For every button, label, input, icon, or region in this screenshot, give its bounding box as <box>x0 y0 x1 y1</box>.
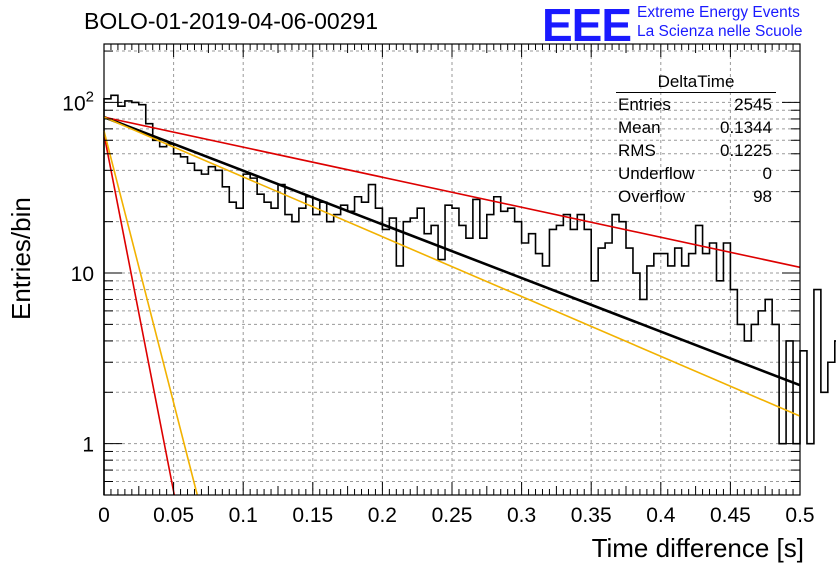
x-tick-label: 0.2 <box>368 504 397 527</box>
stats-row-rms: RMS 0.1225 <box>612 139 778 162</box>
y-axis-label: Entries/bin <box>6 197 36 320</box>
stats-row-mean: Mean 0.1344 <box>612 116 778 139</box>
stats-value: 0.1225 <box>720 141 772 160</box>
x-tick-label: 0.05 <box>153 504 194 527</box>
stats-label: RMS <box>618 141 656 160</box>
fit-line <box>103 134 176 496</box>
x-tick-label: 0.5 <box>785 504 814 527</box>
fit-line <box>103 116 801 417</box>
stats-value: 98 <box>753 187 772 206</box>
histogram <box>103 94 836 495</box>
stats-value: 0 <box>762 164 772 183</box>
stats-box: DeltaTime Entries 2545 Mean 0.1344 RMS 0… <box>612 72 778 208</box>
x-tick-label: 0.15 <box>292 504 333 527</box>
stats-value: 2545 <box>734 95 772 114</box>
stats-row-overflow: Overflow 98 <box>612 185 778 208</box>
stats-label: Overflow <box>618 187 686 206</box>
chart-title: BOLO-01-2019-04-06-00291 <box>84 8 379 34</box>
x-tick-label: 0.25 <box>432 504 473 527</box>
y-tick-label: 10 <box>71 263 94 286</box>
y-tick-label: 1 <box>82 434 94 457</box>
fit-curves <box>103 115 801 496</box>
histogram-outline <box>103 94 836 495</box>
logo-line-1: Extreme Energy Events <box>637 4 800 21</box>
x-tick-label: 0 <box>98 504 110 527</box>
stats-label: Mean <box>618 118 661 137</box>
x-tick-label: 0.4 <box>646 504 676 527</box>
grid-lines <box>104 44 800 495</box>
fit-line <box>103 115 801 387</box>
stats-value: 0.1344 <box>720 118 772 137</box>
x-tick-label: 0.35 <box>571 504 612 527</box>
x-tick-label: 0.3 <box>507 504 536 527</box>
y-tick-exponent: 2 <box>86 88 94 105</box>
fit-line <box>103 116 801 269</box>
stats-title: DeltaTime <box>616 72 776 93</box>
x-tick-label: 0.1 <box>229 504 258 527</box>
x-tick-label: 0.45 <box>710 504 751 527</box>
stats-row-entries: Entries 2545 <box>612 93 778 116</box>
axes: 0 0.05 0.1 0.15 0.2 0.25 0.3 0.35 0.4 0.45 0.5 1 10 1… <box>62 43 815 527</box>
fit-line <box>103 130 199 496</box>
x-axis-label: Time difference [s] <box>591 533 804 563</box>
stats-label: Entries <box>618 95 671 114</box>
y-tick-label: 102 <box>62 88 94 115</box>
logo-caption: Extreme Energy Events La Scienza nelle S… <box>637 3 802 41</box>
stats-row-underflow: Underflow 0 <box>612 162 778 185</box>
eee-logo: EEE <box>542 0 632 51</box>
logo-line-2: La Scienza nelle Scuole <box>637 23 803 40</box>
stats-label: Underflow <box>618 164 695 183</box>
